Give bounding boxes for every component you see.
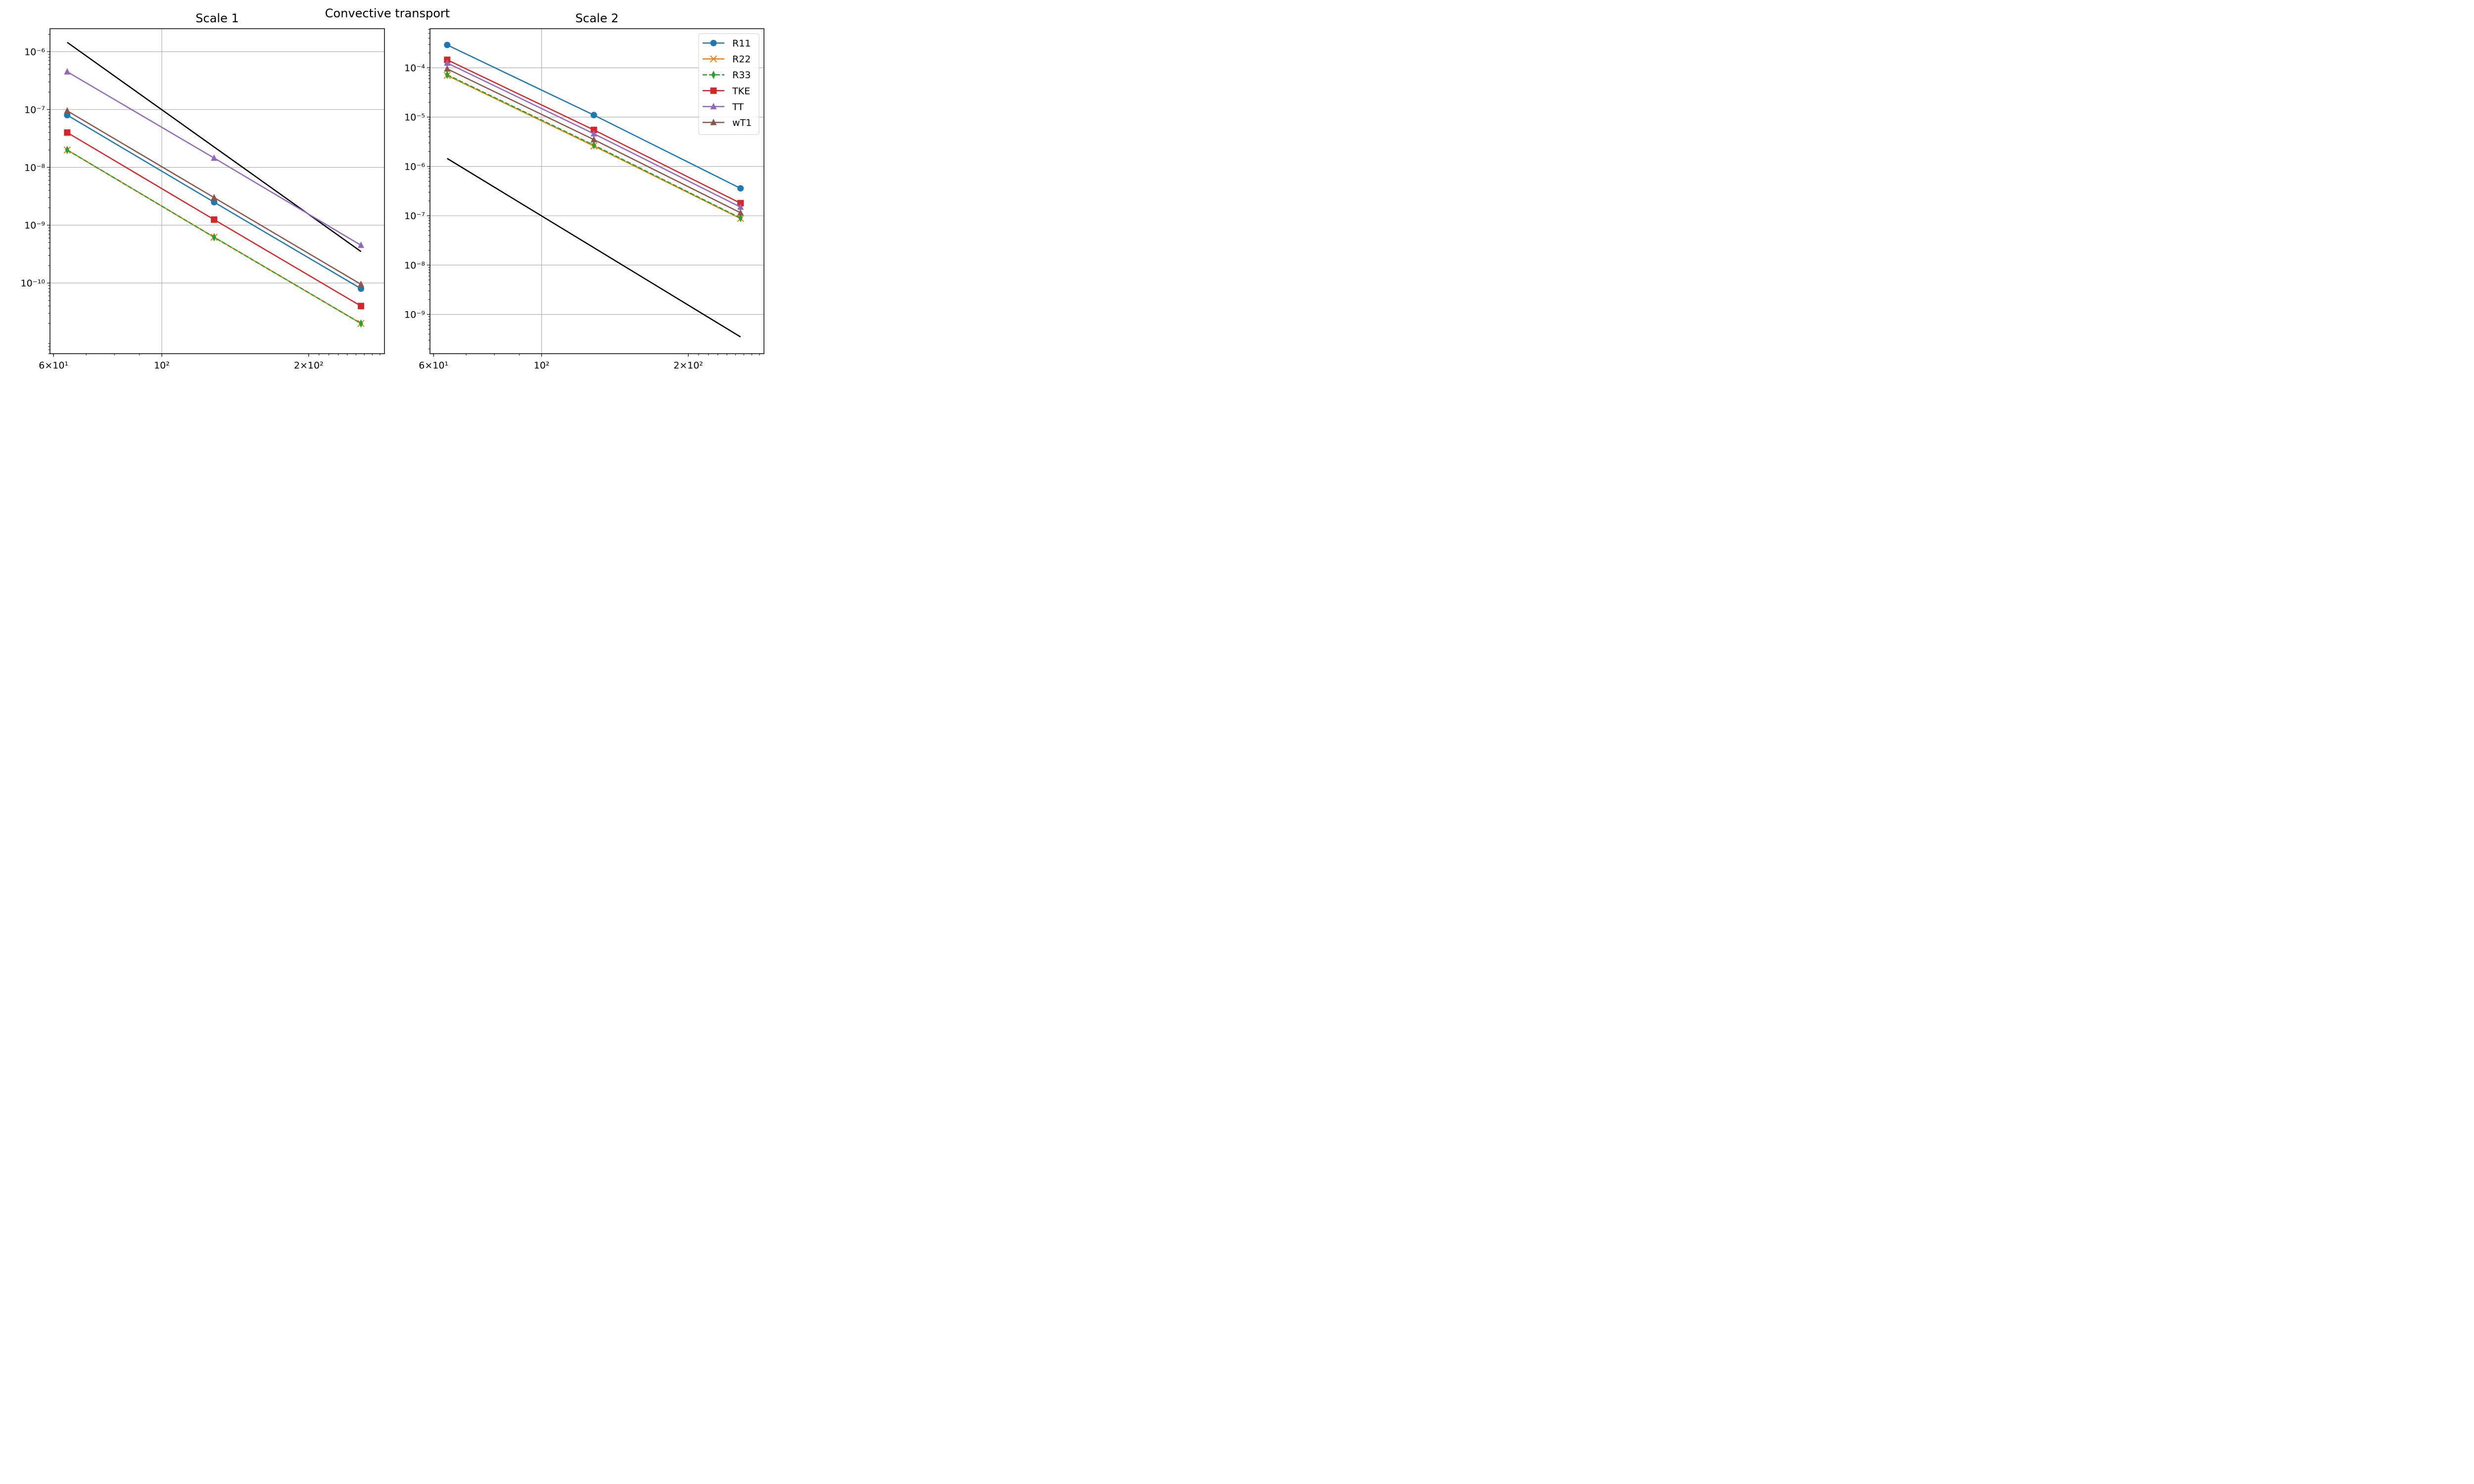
axes-frame [49,28,385,354]
legend-label: TKE [732,86,750,96]
axes-frame [429,28,764,354]
data-point-TKE [64,129,71,136]
data-point-TT [358,241,365,248]
data-point-TKE [590,127,597,134]
series-R33 [65,145,363,328]
y-tick-label: 10⁻⁹ [404,310,425,321]
data-point-R11 [444,42,451,48]
legend-entry-TT: TT [703,101,744,112]
legend-label: TT [732,101,744,112]
legend-label: R22 [732,54,751,65]
data-point-TKE [358,303,365,310]
y-tick-label: 10⁻⁶ [404,161,425,172]
series-wT1 [444,65,744,216]
y-tick-label: 10⁻⁶ [24,47,45,58]
series-TKE [64,129,365,310]
data-point-wT1 [64,107,71,114]
figure-background [0,0,774,387]
series-wT1 [64,107,365,287]
legend-entry-wT1: wT1 [703,118,752,129]
data-point-R33 [591,140,596,149]
series-TT [444,59,744,210]
panel-title: Scale 2 [575,11,618,25]
plot-area [63,42,365,328]
data-point-wT1 [358,280,365,287]
data-point-R11 [590,112,597,119]
data-point-TT [211,154,218,161]
legend-marker-TKE [710,87,717,94]
data-point-TT [444,59,451,66]
data-point-wT1 [737,209,744,216]
data-point-R33 [359,319,363,328]
figure-suptitle: Convective transport [325,6,450,20]
data-point-R11 [211,199,218,206]
y-tick-label: 10⁻⁹ [24,220,45,231]
legend-entry-R11: R11 [703,38,751,49]
data-point-wT1 [590,136,597,142]
y-tick-label: 10⁻⁷ [24,104,45,115]
data-point-TT [590,130,597,137]
x-tick-label: 10² [154,360,170,371]
data-point-R33 [65,145,70,154]
x-tick-label: 10² [534,360,550,371]
x-tick-label: 2×10² [673,360,703,371]
y-tick-label: 10⁻⁸ [404,260,425,271]
reference-slope-line [447,158,741,338]
data-point-wT1 [444,65,451,72]
x-tick-label: 6×10¹ [39,360,68,371]
plot-area [443,42,744,338]
data-point-wT1 [211,193,218,200]
data-point-TT [64,68,71,75]
legend-entry-R33: R33 [703,70,751,81]
legend-label: R11 [732,38,751,49]
x-tick-label: 2×10² [294,360,324,371]
series-R33 [445,70,743,223]
legend-marker-R22 [710,55,717,63]
data-point-TT [737,203,744,210]
x-tick-label: 6×10¹ [419,360,448,371]
legend-marker-wT1 [710,119,717,125]
data-point-R33 [212,233,216,242]
panel-scale-1: Scale 1 6×10¹ 10² 2×10² 10⁻⁶ 10⁻⁷ 10⁻⁸ 10⁻⁹ 10⁻¹… [21,11,385,371]
y-tick-label: 10⁻⁵ [404,112,425,123]
legend-entry-R22: R22 [703,54,751,65]
data-point-TKE [211,216,218,223]
series-R11 [444,42,744,192]
data-point-R11 [737,185,744,192]
y-tick-label: 10⁻¹⁰ [21,278,45,289]
y-tick-label: 10⁻⁸ [24,162,45,173]
data-point-R33 [445,70,450,79]
panel-scale-2: Scale 2 6×10¹ 10² 2×10² 10⁻⁴ 10⁻⁵ 10⁻⁶ 10⁻⁷ 10⁻⁸… [404,11,764,371]
legend-marker-TT [710,102,717,109]
series-TT [64,68,365,248]
legend-marker-R11 [710,40,717,46]
y-tick-label: 10⁻⁴ [404,63,425,74]
panel-title: Scale 1 [195,11,238,25]
legend-label: R33 [732,70,751,81]
data-point-R33 [738,214,743,223]
legend-marker-R33 [711,70,716,79]
y-tick-label: 10⁻⁷ [404,211,425,222]
legend-label: wT1 [732,118,752,129]
legend: R11 R22 R33 TKE TT wT1 [698,33,760,135]
data-point-TKE [737,200,744,207]
legend-entry-TKE: TKE [703,86,750,96]
figure: Convective transport Scale 1 6×10¹ 10² 2×10… [0,0,774,387]
